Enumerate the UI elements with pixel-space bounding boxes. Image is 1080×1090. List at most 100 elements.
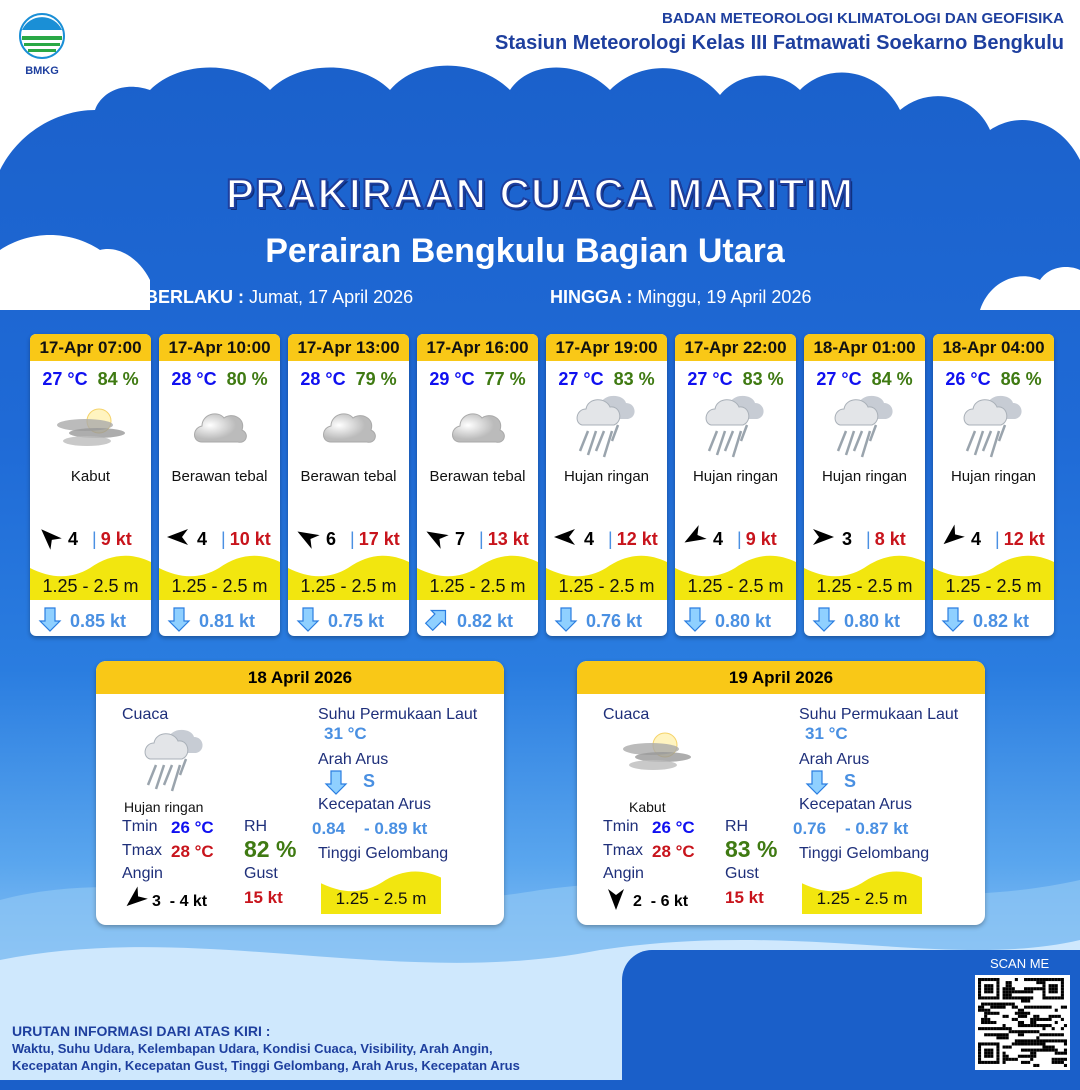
- logo-text: BMKG: [25, 65, 59, 77]
- humidity: 79 %: [355, 369, 397, 389]
- weather-condition: Berawan tebal: [300, 468, 397, 485]
- wind-speed: 4: [971, 529, 982, 549]
- forecast-card: 17-Apr 16:00 29 °C 77 % Berawan tebal 7 |…: [417, 334, 538, 636]
- wave-graphic: [288, 550, 409, 600]
- current-direction-value: S: [363, 771, 376, 791]
- air-temperature: 27 °C: [42, 369, 88, 389]
- divider: |: [221, 529, 226, 549]
- current-direction-icon: [424, 606, 449, 636]
- weather-condition: Hujan ringan: [950, 468, 1037, 485]
- wind-label: Angin: [122, 865, 163, 882]
- wind-speed: 4: [197, 529, 208, 549]
- station-name: Stasiun Meteorologi Kelas III Fatmawati …: [494, 32, 1064, 54]
- valid-from-label: BERLAKU :: [145, 287, 244, 307]
- wave-graphic: [30, 550, 151, 600]
- current-speed: 0.75 kt: [328, 611, 385, 631]
- summary-date: 18 April 2026: [96, 661, 504, 694]
- wind-speed: 7: [455, 529, 466, 549]
- weather-condition: Berawan tebal: [171, 468, 268, 485]
- current-speed: 0.81 kt: [199, 611, 256, 631]
- divider: |: [479, 529, 484, 549]
- forecast-time: 17-Apr 13:00: [288, 334, 409, 361]
- cloud-icon: [288, 390, 409, 462]
- divider: |: [866, 529, 871, 549]
- weather-condition: Hujan ringan: [692, 468, 779, 485]
- current-speed-min: 0.84: [312, 819, 346, 838]
- cloud-banner: [0, 0, 1080, 170]
- weather-label: Cuaca: [122, 706, 169, 723]
- current-direction-icon: [38, 606, 62, 636]
- wave-label: Tinggi Gelombang: [799, 845, 930, 862]
- daily-summary-card: 18 April 2026 Cuaca Hujan ringan Tmin 26…: [96, 661, 504, 925]
- wave-graphic: [933, 550, 1054, 600]
- wave-height: 1.25 - 2.5 m: [42, 576, 139, 596]
- rain-icon: [546, 390, 667, 462]
- gust-speed: 10 kt: [229, 529, 271, 549]
- qr-code[interactable]: [975, 975, 1070, 1070]
- wind-direction-icon: [294, 524, 320, 555]
- bmkg-logo: BMKG: [14, 12, 70, 77]
- wind-speed: 4: [713, 529, 724, 549]
- wave-height: 1.25 - 2.5 m: [335, 889, 427, 908]
- current-speed-label: Kecepatan Arus: [799, 796, 912, 813]
- gust-value: 15 kt: [725, 888, 764, 907]
- legend-info: URUTAN INFORMASI DARI ATAS KIRI : Waktu,…: [12, 1023, 520, 1074]
- fog-icon: [30, 390, 151, 462]
- wind-label: Angin: [603, 865, 644, 882]
- gust-speed: 13 kt: [487, 529, 529, 549]
- cloud-icon: [417, 390, 538, 462]
- wind-speed: 4: [68, 529, 79, 549]
- gust-speed: 12 kt: [616, 529, 658, 549]
- wave-graphic: [159, 550, 280, 600]
- cloud-decoration: [0, 235, 150, 310]
- wave-graphic: [804, 550, 925, 600]
- wind-direction-icon: [423, 524, 449, 555]
- humidity: 84 %: [97, 369, 139, 389]
- gust-label: Gust: [244, 865, 278, 882]
- legend-line-2: Kecepatan Angin, Kecepatan Gust, Tinggi …: [12, 1058, 520, 1073]
- weather-condition: Hujan ringan: [563, 468, 650, 485]
- wave-graphic: [321, 866, 441, 914]
- wave-label: Tinggi Gelombang: [318, 845, 449, 862]
- divider: |: [995, 529, 1000, 549]
- current-speed: 0.82 kt: [973, 611, 1030, 631]
- legend-heading: URUTAN INFORMASI DARI ATAS KIRI :: [12, 1023, 271, 1039]
- current-speed-label: Kecepatan Arus: [318, 796, 431, 813]
- wind-direction-icon: [36, 524, 62, 555]
- current-direction-icon: [167, 606, 191, 636]
- gust-speed: 17 kt: [358, 529, 400, 549]
- forecast-time: 18-Apr 01:00: [804, 334, 925, 361]
- valid-to: HINGGA : Minggu, 19 April 2026: [550, 287, 811, 308]
- forecast-card: 18-Apr 04:00 26 °C 86 % Hujan ringan 4 | 1…: [933, 334, 1054, 636]
- forecast-time: 17-Apr 16:00: [417, 334, 538, 361]
- divider: |: [737, 529, 742, 549]
- wave-height: 1.25 - 2.5 m: [816, 889, 908, 908]
- weather-condition: Kabut: [70, 468, 111, 485]
- rh-value: 82 %: [244, 836, 297, 862]
- agency-name: BADAN METEOROLOGI KLIMATOLOGI DAN GEOFIS…: [662, 10, 1064, 27]
- page-title: PRAKIRAAN CUACA MARITIM: [225, 169, 855, 218]
- rain-icon: [804, 390, 925, 462]
- wind-speed-range: 2 - 6 kt: [633, 892, 689, 910]
- cloud-icon: [159, 390, 280, 462]
- forecast-card: 18-Apr 01:00 27 °C 84 % Hujan ringan 3 | 8…: [804, 334, 925, 636]
- weather-condition: Kabut: [629, 799, 666, 815]
- current-direction-icon: [554, 606, 578, 636]
- forecast-card: 17-Apr 07:00 27 °C 84 % Kabut 4 | 9 kt 1.2…: [30, 334, 151, 636]
- current-direction-icon: [941, 606, 965, 636]
- tmax-value: 28 °C: [652, 842, 695, 861]
- current-speed: 0.76 kt: [586, 611, 643, 631]
- forecast-time: 17-Apr 22:00: [675, 334, 796, 361]
- current-direction-icon: [324, 769, 348, 800]
- rh-label: RH: [244, 818, 268, 835]
- air-temperature: 28 °C: [300, 369, 346, 389]
- rain-icon: [675, 390, 796, 462]
- scan-me-label: SCAN ME: [990, 956, 1050, 971]
- wave-height: 1.25 - 2.5 m: [687, 576, 784, 596]
- wave-height: 1.25 - 2.5 m: [945, 576, 1042, 596]
- wind-speed: 4: [584, 529, 595, 549]
- divider: |: [92, 529, 97, 549]
- summary-date: 19 April 2026: [577, 661, 985, 694]
- air-temperature: 28 °C: [171, 369, 217, 389]
- wave-graphic: [417, 550, 538, 600]
